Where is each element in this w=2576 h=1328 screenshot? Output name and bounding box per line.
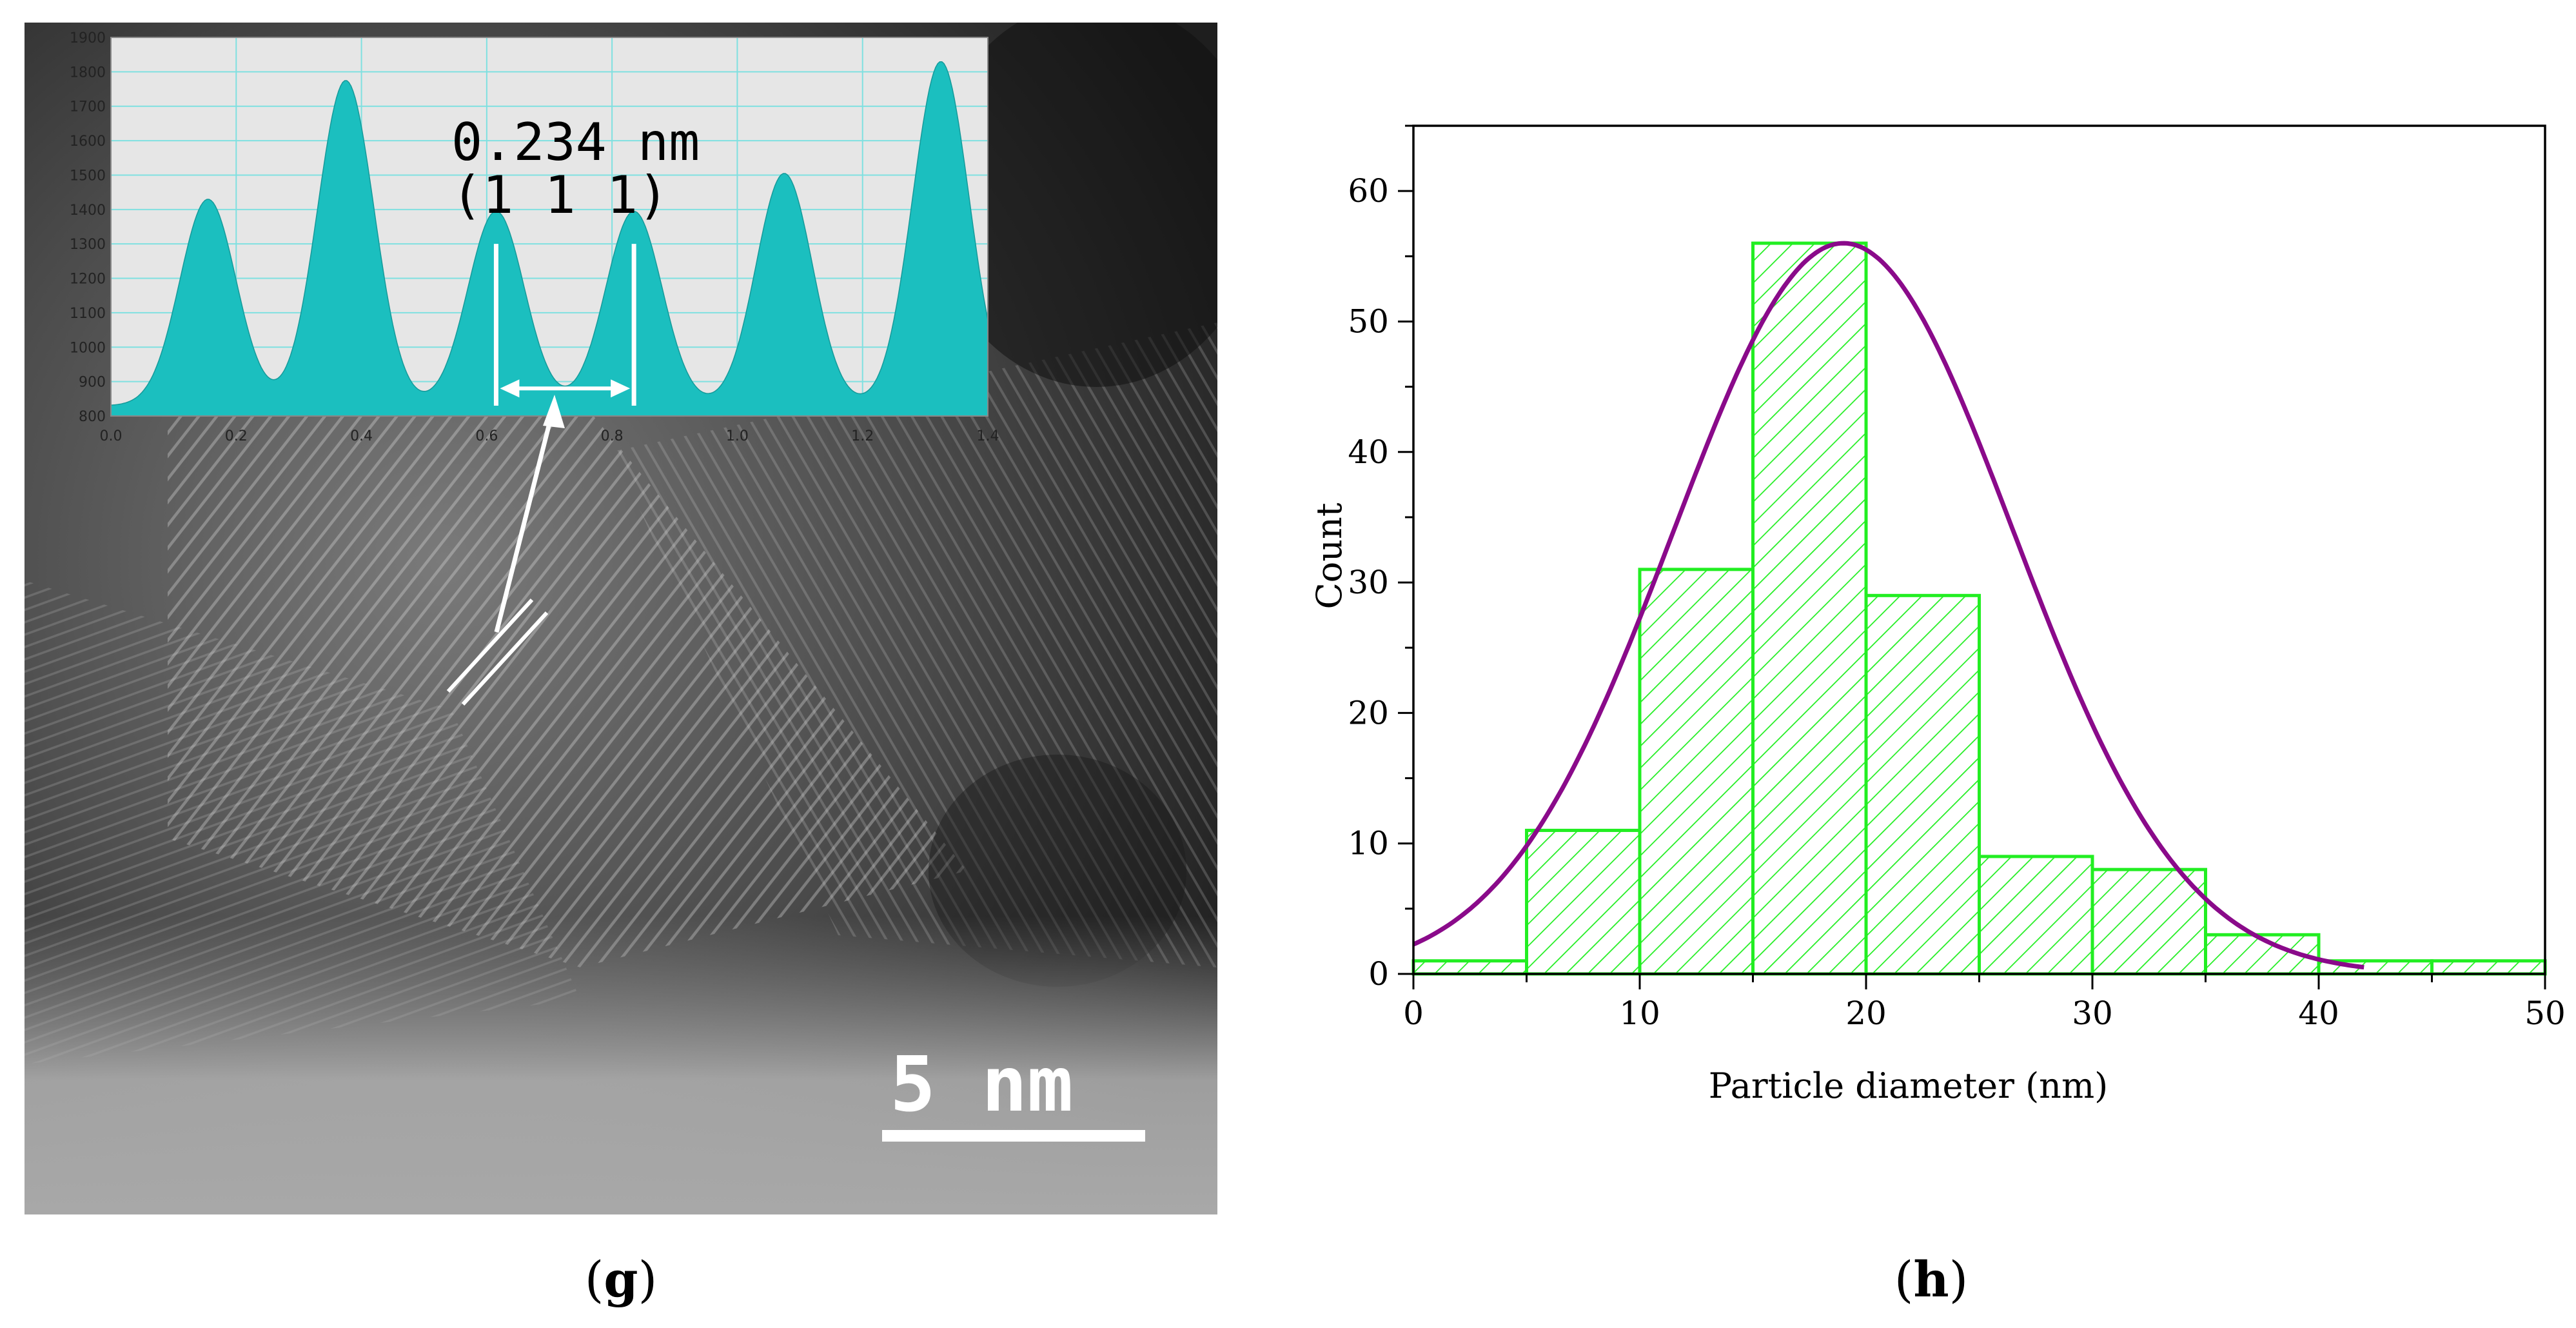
profile-y-tick-label: 1500: [70, 168, 106, 184]
profile-y-tick-label: 1000: [70, 340, 106, 356]
x-tick-label: 40: [2298, 995, 2339, 1032]
profile-x-tick-label: 1.0: [726, 428, 749, 444]
histogram-bar: [1640, 570, 1753, 974]
histogram-bar: [1527, 830, 1640, 974]
scale-bar-line: [882, 1130, 1145, 1142]
x-tick-label: 20: [1845, 995, 1887, 1032]
profile-x-tick-label: 0.0: [100, 428, 123, 444]
histogram-bar: [1413, 961, 1527, 974]
histogram-bar: [2432, 961, 2546, 974]
profile-y-tick-label: 1600: [70, 134, 106, 150]
x-axis-label: Particle diameter (nm): [1709, 1065, 2108, 1106]
profile-y-tick-label: 900: [79, 375, 106, 391]
y-axis-label: Count: [1309, 502, 1350, 609]
profile-x-tick-label: 0.8: [601, 428, 624, 444]
x-tick-label: 0: [1403, 995, 1424, 1032]
histogram-bar: [2092, 869, 2206, 974]
profile-y-tick-label: 1200: [70, 272, 106, 288]
intensity-profile-inset: 0.0 0.2 0.4 0.6 0.8 1.0 1.2 1.4 800 900 1000 1100 12…: [70, 30, 999, 444]
x-tick-label: 30: [2072, 995, 2113, 1032]
y-tick-label: 0: [1368, 955, 1389, 993]
panel-label-g-letter: g: [604, 1251, 638, 1308]
panel-label-g-close: ): [638, 1251, 658, 1308]
panel-label-h-open: (: [1894, 1251, 1914, 1308]
profile-x-tick-label: 0.4: [350, 428, 373, 444]
profile-y-tick-label: 1100: [70, 306, 106, 322]
y-tick-label: 20: [1348, 694, 1389, 731]
histogram-bar: [1980, 857, 2093, 974]
profile-annotation-plane: (1 1 1): [451, 165, 669, 225]
y-tick-label: 50: [1348, 302, 1389, 340]
panel-label-g: (g): [585, 1251, 657, 1308]
x-tick-label: 50: [2524, 995, 2566, 1032]
histogram-bar: [1866, 595, 1980, 974]
profile-y-tick-label: 1900: [70, 30, 106, 46]
x-tick-label: 10: [1619, 995, 1660, 1032]
scale-bar-label: 5 nm: [890, 1040, 1073, 1129]
y-tick-label: 10: [1348, 825, 1389, 862]
profile-y-tick-label: 1300: [70, 237, 106, 253]
y-tick-label: 30: [1348, 564, 1389, 601]
profile-y-tick-label: 1800: [70, 64, 106, 81]
y-tick-label: 60: [1348, 172, 1389, 210]
panel-label-g-open: (: [585, 1251, 604, 1308]
profile-x-tick-label: 1.2: [851, 428, 874, 444]
panel-label-h: (h): [1894, 1251, 1969, 1308]
profile-x-tick-label: 0.6: [475, 428, 498, 444]
profile-y-tick-label: 800: [79, 409, 106, 425]
profile-x-tick-label: 0.2: [225, 428, 248, 444]
histogram-bar: [1753, 243, 1867, 974]
profile-x-tick-label: 1.4: [977, 428, 999, 444]
size-histogram-chart: 0 10 20 30 40 50 0 10 20 30 40 50 60 Particle diamete…: [1309, 126, 2566, 1106]
panel-label-h-close: ): [1949, 1251, 1969, 1308]
profile-y-tick-label: 1400: [70, 203, 106, 219]
y-tick-label: 40: [1348, 433, 1389, 471]
profile-annotation-spacing: 0.234 nm: [451, 112, 700, 172]
panel-label-h-letter: h: [1913, 1251, 1949, 1308]
profile-y-tick-label: 1700: [70, 99, 106, 115]
